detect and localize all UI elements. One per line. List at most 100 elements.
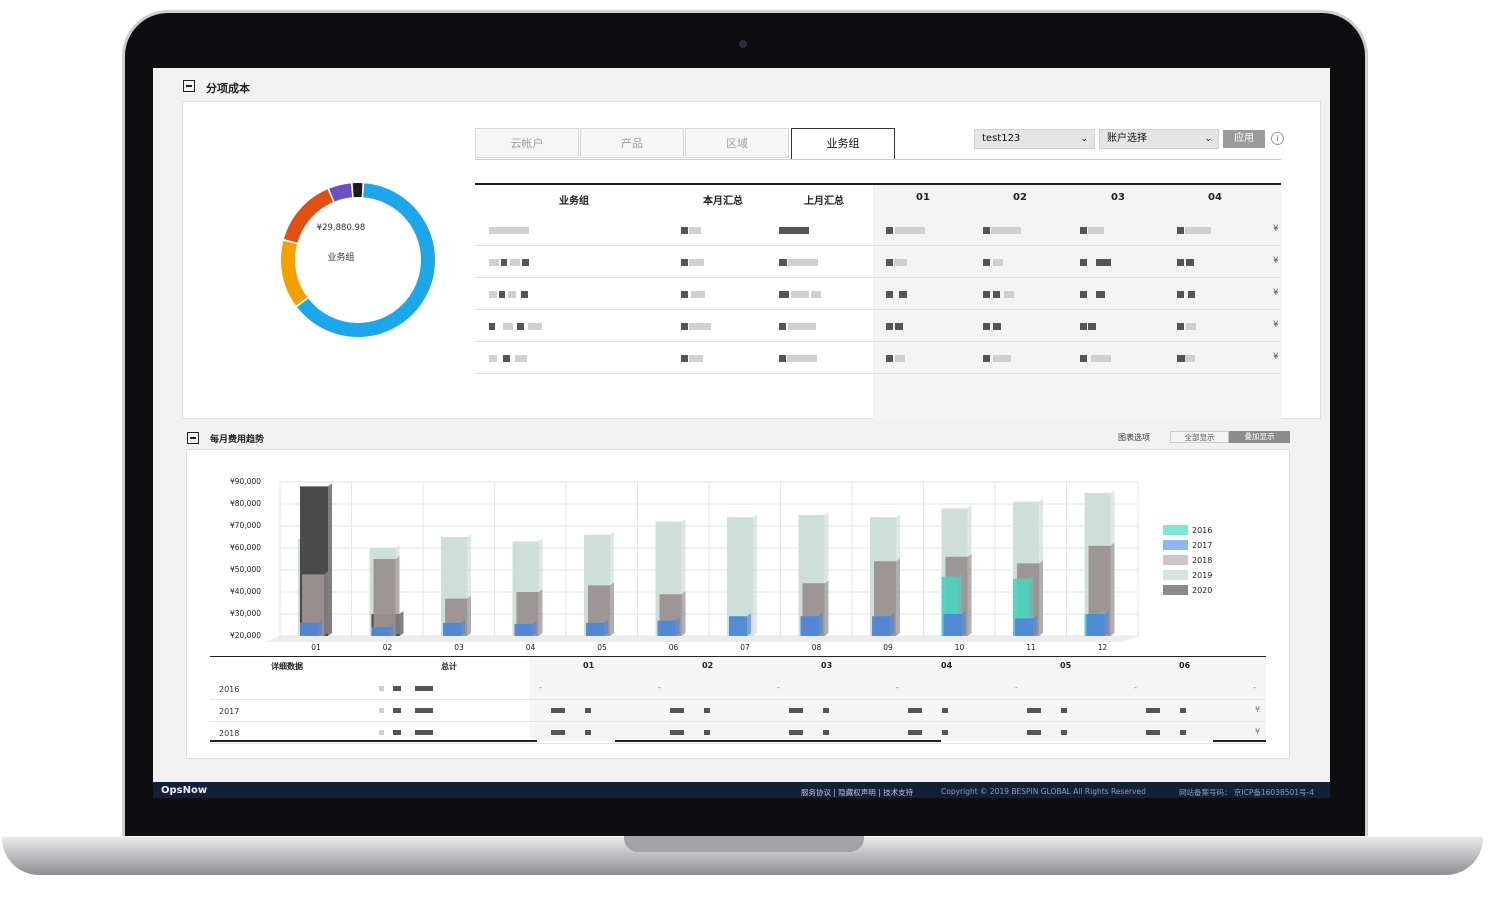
chevron-down-icon: ⌄ — [1080, 134, 1088, 144]
masked-value — [681, 227, 688, 234]
view-stacked-button[interactable]: 叠加显示 — [1229, 431, 1290, 443]
bar-2018-01[interactable] — [302, 571, 328, 636]
bar-2017-12[interactable] — [1086, 611, 1109, 636]
masked-value — [1091, 355, 1111, 362]
table-row[interactable] — [475, 245, 1281, 246]
masked-value — [1177, 227, 1184, 234]
col-m04: 04 — [1208, 192, 1222, 203]
footer-icp[interactable]: 网站备案号码： 京ICP备16038501号-4 — [1179, 788, 1315, 797]
bar-2018-02[interactable] — [373, 556, 400, 636]
masked-value — [393, 686, 401, 691]
view-all-button[interactable]: 全部显示 — [1170, 431, 1229, 443]
camera-icon — [739, 40, 747, 48]
masked-value — [899, 291, 907, 298]
masked-value — [489, 355, 497, 362]
x-tick-label: 10 — [954, 643, 965, 652]
bar-2018-12[interactable] — [1088, 542, 1115, 636]
masked-value — [528, 323, 542, 330]
bar-2017-04[interactable] — [514, 620, 537, 636]
masked-value — [811, 291, 821, 298]
bar-2017-01[interactable] — [300, 619, 322, 636]
detail-col-03: 03 — [821, 661, 833, 670]
cost-breakdown-title: 分项成本 — [206, 82, 250, 95]
bar-2017-11[interactable] — [1015, 615, 1037, 636]
table-row[interactable] — [475, 373, 1281, 374]
empty-cell: - — [539, 683, 542, 692]
masked-value — [823, 708, 829, 713]
bar-2017-05[interactable] — [586, 619, 608, 636]
detail-col-06: 06 — [1179, 661, 1191, 670]
account-picker-dropdown[interactable]: 账户选择 ⌄ — [1099, 129, 1219, 149]
masked-value — [681, 355, 688, 362]
collapse-cost-breakdown-icon[interactable] — [183, 80, 195, 92]
bar-2017-07[interactable] — [729, 613, 751, 636]
donut-slice-1[interactable] — [281, 240, 308, 306]
apply-button[interactable]: 应用 — [1223, 130, 1265, 148]
bar-2017-08[interactable] — [800, 613, 823, 636]
masked-value — [1080, 323, 1087, 330]
tab-cloud-account[interactable]: 云帐户 — [475, 128, 579, 158]
collapse-trend-icon[interactable] — [187, 432, 199, 444]
footer-copyright: Copyright © 2019 BESPIN GLOBAL All Right… — [941, 787, 1146, 796]
legend-label: 2020 — [1192, 586, 1213, 595]
table-row[interactable] — [475, 277, 1281, 278]
account-dropdown[interactable]: test123 ⌄ — [974, 129, 1095, 149]
tab-divider — [475, 159, 1281, 160]
trend-title: 每月费用趋势 — [210, 435, 265, 445]
masked-value — [1027, 708, 1041, 713]
bar-2017-06[interactable] — [657, 617, 680, 636]
currency-cell: ¥ — [1273, 256, 1279, 266]
tab-business-group[interactable]: 业务组 — [791, 128, 895, 160]
masked-value — [993, 355, 1011, 362]
bar-2017-03[interactable] — [443, 619, 465, 636]
footer-links[interactable]: 服务协议 | 隐藏权声明 | 技术支持 — [801, 788, 914, 797]
y-tick-label: ¥80,000 — [229, 499, 261, 508]
y-tick-label: ¥90,000 — [229, 477, 261, 486]
masked-value — [1188, 291, 1195, 298]
info-icon[interactable]: i — [1271, 132, 1284, 145]
legend-label: 2017 — [1192, 541, 1213, 550]
empty-cell: - — [896, 683, 899, 692]
masked-value — [551, 730, 565, 735]
currency-cell: ¥ — [1273, 320, 1279, 330]
tab-product[interactable]: 产品 — [580, 128, 684, 158]
masked-value — [415, 686, 433, 691]
detail-bottom-rule — [615, 740, 941, 742]
masked-value — [415, 730, 433, 735]
currency-cell: ¥ — [1255, 727, 1261, 736]
chart-floor — [265, 636, 1138, 642]
x-tick-label: 03 — [454, 643, 464, 652]
donut-slice-3[interactable] — [329, 183, 353, 202]
masked-value — [681, 259, 688, 266]
masked-value — [681, 291, 688, 298]
legend-swatch — [1163, 555, 1188, 565]
bar-2017-09[interactable] — [872, 613, 894, 636]
table-row[interactable] — [475, 341, 1281, 342]
table-row[interactable] — [210, 721, 1266, 722]
bar-2017-10[interactable] — [943, 611, 966, 636]
opsnow-logo[interactable]: OpsNow — [161, 785, 208, 796]
bar-2017-02[interactable] — [371, 624, 394, 636]
donut-slice-0[interactable] — [297, 183, 435, 337]
table-row[interactable] — [210, 743, 1266, 744]
table-row[interactable] — [475, 309, 1281, 310]
masked-value — [499, 291, 505, 298]
masked-value — [983, 355, 990, 362]
detail-row-year: 2018 — [219, 729, 240, 738]
donut-slice-2[interactable] — [283, 189, 334, 244]
x-tick-label: 01 — [311, 643, 321, 652]
masked-value — [983, 259, 990, 266]
masked-value — [895, 355, 905, 362]
masked-value — [393, 730, 401, 735]
masked-value — [787, 355, 817, 362]
table-row[interactable] — [210, 699, 1266, 700]
donut-label: 业务组 — [327, 253, 355, 263]
masked-value — [895, 323, 903, 330]
tab-region[interactable]: 区域 — [685, 128, 789, 158]
masked-value — [489, 291, 497, 298]
masked-value — [1146, 730, 1160, 735]
masked-value — [1185, 355, 1195, 362]
empty-cell: - — [1253, 683, 1256, 692]
masked-value — [689, 355, 703, 362]
masked-value — [801, 227, 809, 234]
